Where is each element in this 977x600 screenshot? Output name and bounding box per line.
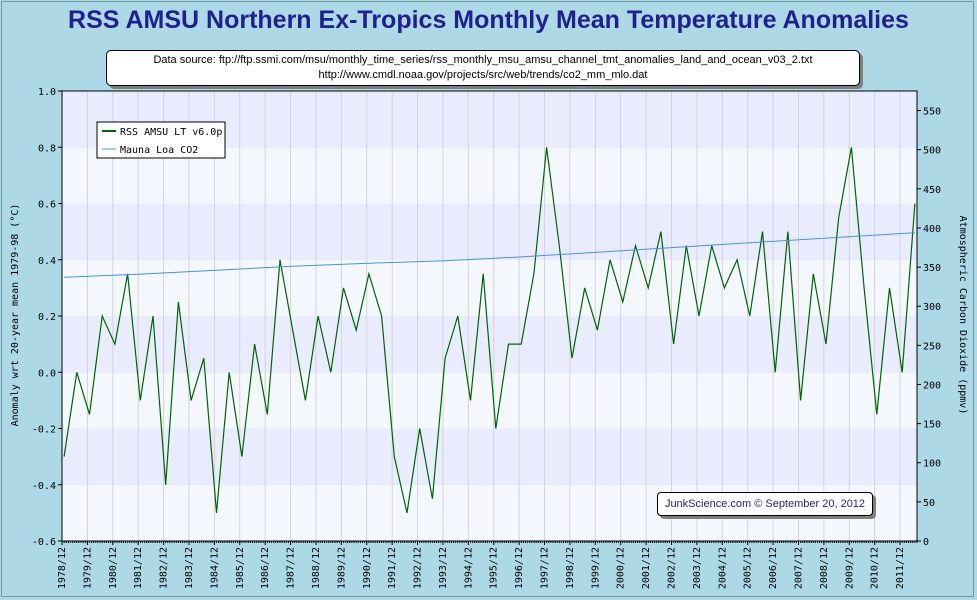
x-axis: 1978/12 1979/12 1980/12 1981/12 1982/12 1983/…: [57, 541, 918, 589]
legend-entry-co2: Mauna Loa CO2: [120, 145, 198, 156]
x-tick-label: 2003/12: [692, 547, 703, 589]
x-tick-label: 1994/12: [463, 547, 474, 589]
data-source-line-1: Data source: ftp://ftp.ssmi.com/msu/mont…: [153, 54, 813, 66]
x-tick-label: 2006/12: [768, 547, 779, 589]
x-tick-label: 1989/12: [336, 547, 347, 589]
x-tick-label: 1990/12: [362, 547, 373, 589]
y2-tick-label: 150: [923, 420, 941, 431]
right-y-axis: 0 50 100 150 200 250 300 350 400 450 500 550: [917, 107, 941, 548]
x-tick-label: 1988/12: [311, 547, 322, 589]
legend: RSS AMSU LT v6.0p Mauna Loa CO2: [96, 121, 226, 159]
vertical-gridlines: [61, 91, 901, 541]
x-tick-label: 2000/12: [616, 547, 627, 589]
plot-band: [62, 203, 917, 260]
y2-tick-label: 0: [923, 537, 929, 548]
y-tick-label: 1.0: [38, 87, 56, 98]
y-tick-label: 0.6: [38, 200, 56, 211]
y-tick-label: -0.2: [32, 425, 56, 436]
x-tick-label: 1999/12: [590, 547, 601, 589]
x-tick-label: 1996/12: [514, 547, 525, 589]
y-tick-label: 0.0: [38, 368, 56, 379]
x-tick-label: 1986/12: [260, 547, 271, 589]
y2-tick-label: 200: [923, 380, 941, 391]
plot-band: [62, 259, 917, 316]
x-tick-label: 2005/12: [743, 547, 754, 589]
co2-line: [64, 232, 915, 278]
x-tick-label: 1993/12: [438, 547, 449, 589]
x-tick-label: 2011/12: [895, 547, 906, 589]
legend-box: [96, 121, 226, 159]
y-tick-label: 0.4: [38, 256, 56, 267]
y2-tick-label: 350: [923, 263, 941, 274]
credit-box: JunkScience.com © September 20, 2012: [657, 492, 873, 516]
y2-tick-label: 250: [923, 341, 941, 352]
x-tick-label: 1984/12: [209, 547, 220, 589]
left-y-axis: -0.6 -0.4 -0.2 0.0 0.2 0.4 0.6 0.8 1.0: [32, 87, 62, 548]
x-tick-label: 2008/12: [819, 547, 830, 589]
y2-tick-label: 550: [923, 107, 941, 118]
plot-band: [62, 428, 917, 485]
x-tick-label: 1983/12: [184, 547, 195, 589]
x-tick-label: 2002/12: [667, 547, 678, 589]
series-layer: [63, 147, 916, 514]
x-tick-label: 1980/12: [108, 547, 119, 589]
data-source-box: Data source: ftp://ftp.ssmi.com/msu/mont…: [106, 50, 860, 86]
y-tick-label: -0.4: [32, 481, 56, 492]
x-tick-label: 2007/12: [793, 547, 804, 589]
legend-entry-temperature: RSS AMSU LT v6.0p: [120, 127, 222, 138]
x-tick-label: 1981/12: [133, 547, 144, 589]
x-tick-label: 2001/12: [641, 547, 652, 589]
x-tick-label: 1982/12: [159, 547, 170, 589]
x-tick-label: 1995/12: [489, 547, 500, 589]
x-tick-label: 1987/12: [286, 547, 297, 589]
chart-title: RSS AMSU Northern Ex-Tropics Monthly Mea…: [68, 6, 909, 34]
x-tick-label: 2004/12: [717, 547, 728, 589]
x-tick-label: 1997/12: [540, 547, 551, 589]
x-tick-label: 2010/12: [870, 547, 881, 589]
y2-tick-label: 50: [923, 498, 935, 509]
plot-band: [62, 372, 917, 429]
y2-tick-label: 450: [923, 185, 941, 196]
y2-tick-label: 400: [923, 224, 941, 235]
x-tick-label: 1985/12: [235, 547, 246, 589]
temperature-anomaly-line: [63, 147, 916, 514]
y2-tick-label: 300: [923, 302, 941, 313]
x-tick-label: 1991/12: [387, 547, 398, 589]
right-axis-title: Atmospheric Carbon Dioxide (ppmv): [957, 216, 968, 415]
y2-tick-label: 100: [923, 459, 941, 470]
y-tick-label: 0.2: [38, 312, 56, 323]
x-tick-label: 1992/12: [413, 547, 424, 589]
left-axis-title: Anomaly wrt 20-year mean 1979-98 (°C): [10, 204, 21, 427]
x-tick-label: 1979/12: [82, 547, 93, 589]
y-tick-label: -0.6: [32, 537, 56, 548]
x-tick-label: 1978/12: [57, 547, 68, 589]
x-tick-label: 2009/12: [844, 547, 855, 589]
y-tick-label: 0.8: [38, 143, 56, 154]
y2-tick-label: 500: [923, 146, 941, 157]
data-source-line-2: http://www.cmdl.noaa.gov/projects/src/we…: [318, 69, 648, 81]
x-tick-label: 1998/12: [565, 547, 576, 589]
